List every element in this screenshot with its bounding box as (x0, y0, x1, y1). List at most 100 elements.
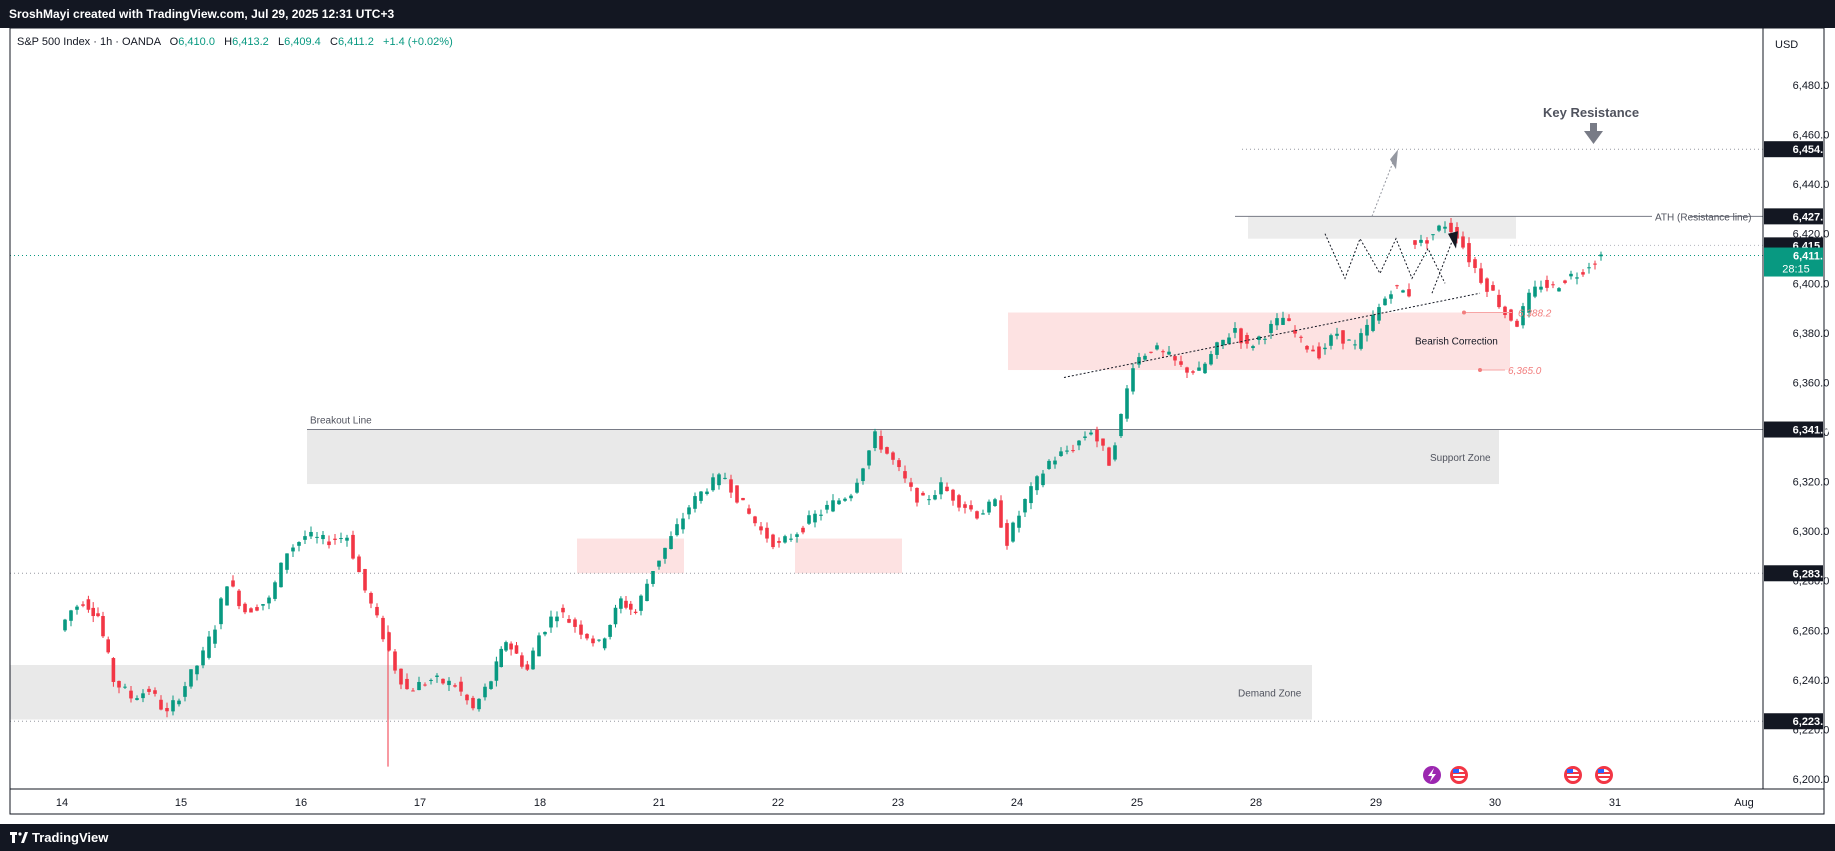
candle (297, 541, 301, 552)
candle-body (243, 603, 247, 613)
candle-body (1359, 333, 1363, 349)
candle (86, 595, 91, 613)
candle-body (255, 607, 259, 611)
candle-body (639, 595, 643, 611)
candle-body (339, 538, 343, 540)
candle-body (1515, 320, 1519, 327)
candle (387, 631, 391, 652)
x-tick-label: 25 (1131, 797, 1143, 809)
candle-body (1539, 286, 1543, 290)
candle (291, 544, 295, 558)
candle-body (297, 542, 301, 546)
candle (1155, 342, 1159, 351)
candle-body (789, 538, 793, 540)
candle-body (555, 616, 559, 622)
candle-body (608, 624, 612, 637)
candle (91, 602, 95, 623)
candle (1185, 366, 1189, 379)
candle-body (657, 560, 661, 567)
candle-body (711, 477, 715, 491)
candle (243, 602, 247, 615)
candle (1203, 362, 1207, 375)
candle (849, 493, 853, 502)
candle-body (1125, 388, 1129, 419)
candle (1593, 260, 1597, 270)
low-value: 6,409.4 (284, 36, 321, 48)
candle-body (189, 669, 193, 687)
projection-path (1324, 233, 1446, 284)
candle-body (435, 675, 439, 677)
candle-body (171, 700, 175, 712)
candle (333, 534, 337, 545)
footer-bar: TradingView (0, 824, 1835, 851)
candle-body (1269, 323, 1273, 334)
candle (96, 607, 100, 618)
candle-body (231, 580, 235, 587)
candle (129, 685, 133, 703)
countdown-label: 28:15 (1782, 264, 1810, 276)
candle (771, 533, 775, 550)
candle-body (321, 534, 325, 540)
candle-body (1329, 335, 1333, 346)
candle (1029, 482, 1033, 510)
candle (951, 488, 955, 506)
candle (189, 669, 193, 689)
candle (957, 493, 961, 512)
candle-body (885, 447, 889, 454)
candle (663, 547, 667, 564)
candle (687, 505, 691, 520)
candle-body (735, 485, 739, 503)
y-tick-label: 6,440.0 (1793, 179, 1830, 191)
candle (1035, 475, 1039, 495)
attribution-text: SroshMayi created with TradingView.com, … (9, 7, 395, 21)
candle (1119, 413, 1123, 439)
candle-body (663, 547, 667, 559)
candle (801, 525, 805, 535)
candle (789, 533, 793, 542)
candle (1575, 272, 1579, 285)
candle-body (669, 536, 673, 550)
candle (509, 641, 513, 656)
candle (63, 618, 67, 632)
candle (1269, 320, 1273, 339)
candle (1275, 313, 1279, 331)
candle-body (63, 619, 67, 631)
candle (1323, 343, 1327, 355)
candle (213, 625, 217, 649)
candle-body (897, 460, 901, 468)
candle-body (141, 693, 145, 699)
candle-body (1197, 367, 1201, 371)
candle-body (1467, 243, 1471, 263)
candle (987, 499, 991, 516)
candle (879, 430, 883, 453)
candle-body (1293, 329, 1297, 334)
candle-body (975, 511, 979, 519)
candle-body (494, 661, 499, 681)
candle (1347, 338, 1351, 341)
candle (1101, 438, 1105, 451)
candle (231, 575, 235, 588)
candle (819, 509, 823, 521)
candle-body (165, 708, 169, 712)
candle-body (279, 562, 283, 588)
candle-body (843, 498, 847, 501)
candle-body (411, 690, 415, 692)
candle (1491, 281, 1495, 292)
candle (1221, 339, 1225, 350)
candle (633, 609, 638, 615)
candle-body (705, 491, 709, 495)
candle-body (933, 495, 937, 500)
candle (75, 604, 79, 615)
candle (681, 512, 685, 534)
x-tick-label: 30 (1489, 797, 1501, 809)
candle-body (81, 604, 85, 606)
candle-body (729, 479, 733, 493)
candle (783, 534, 787, 544)
candle (1545, 275, 1549, 292)
candle-body (1107, 447, 1111, 466)
candle (1227, 333, 1231, 345)
candle-body (504, 642, 508, 651)
candle (1293, 325, 1297, 338)
candle (753, 515, 757, 527)
